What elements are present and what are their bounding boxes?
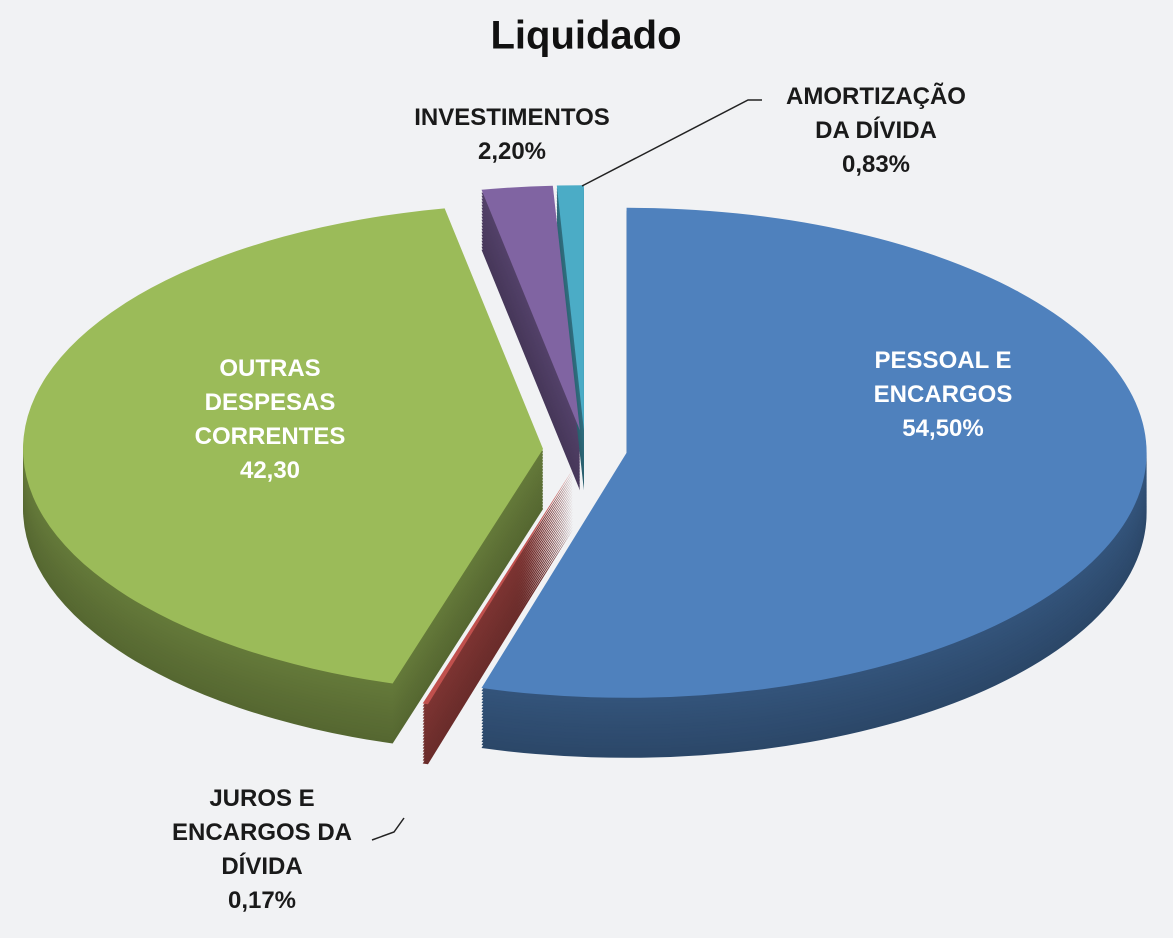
leader-line [371, 817, 405, 841]
data-label: AMORTIZAÇÃO DA DÍVIDA 0,83% [766, 80, 986, 182]
chart-title: Liquidado [490, 13, 682, 58]
data-label: INVESTIMENTOS 2,20% [372, 101, 652, 169]
category-label: PESSOAL E ENCARGOS [873, 347, 1013, 408]
value-label: 42,30 [239, 457, 301, 484]
value-label: 0,17% [227, 887, 297, 914]
slice [481, 185, 580, 431]
slice [422, 468, 574, 705]
slices [23, 185, 1147, 765]
data-label: JUROS E ENCARGOS DA DÍVIDA 0,17% [147, 782, 377, 918]
leader-line [581, 99, 762, 187]
slice [481, 207, 1147, 698]
category-label: AMORTIZAÇÃO DA DÍVIDA [786, 83, 966, 144]
slice [556, 185, 584, 431]
data-label: OUTRAS DESPESAS CORRENTES 42,30 [170, 352, 370, 488]
category-label: INVESTIMENTOS [414, 104, 610, 131]
category-label: JUROS E ENCARGOS DA DÍVIDA [171, 785, 352, 880]
value-label: 2,20% [477, 138, 547, 165]
value-label: 0,83% [841, 151, 911, 178]
value-label: 54,50% [902, 415, 984, 442]
slice [23, 208, 544, 684]
data-label: PESSOAL E ENCARGOS 54,50% [843, 344, 1043, 446]
category-label: OUTRAS DESPESAS CORRENTES [194, 355, 346, 450]
